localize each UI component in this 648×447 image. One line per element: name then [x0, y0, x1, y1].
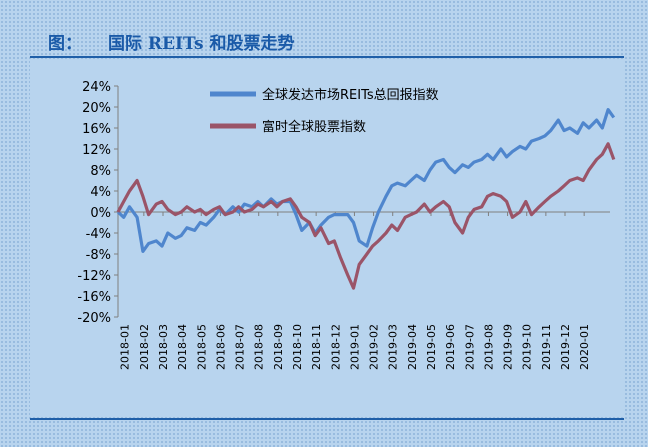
y-tick-label: 12%: [82, 143, 111, 158]
x-tick-label: 2018-01: [119, 324, 132, 370]
figure-title: 国际 REITs 和股票走势: [108, 33, 295, 54]
legend-label-stocks: 富时全球股票指数: [262, 119, 366, 135]
x-tick-label: 2018-03: [157, 324, 170, 370]
figure-title-bar: 图： 国际 REITs 和股票走势: [30, 26, 624, 58]
bottom-rule: [30, 418, 624, 420]
y-tick-label: -12%: [77, 269, 111, 284]
x-tick-label: 2019-12: [559, 324, 572, 370]
y-tick-label: -4%: [86, 227, 111, 242]
axis-layer: 24% 20% 16% 12% 8% 4% 0% -4% -8% -12% -16% -20% 2018…: [77, 80, 610, 370]
x-tick-label: 2019-03: [387, 324, 400, 370]
y-tick-label: 20%: [82, 101, 111, 116]
x-tick-label: 2018-05: [195, 324, 208, 370]
series-line-reits: [116, 108, 616, 253]
x-tick-label: 2019-07: [463, 324, 476, 370]
x-tick-label: 2019-11: [540, 324, 553, 370]
x-tick-label: 2018-12: [329, 324, 342, 370]
line-chart: 24% 20% 16% 12% 8% 4% 0% -4% -8% -12% -16% -20% 2018…: [77, 80, 616, 370]
y-tick-label: 0%: [90, 206, 111, 221]
y-tick-label: 4%: [90, 185, 111, 200]
series-line-stocks: [116, 142, 616, 290]
x-tick-label: 2018-02: [138, 324, 151, 370]
y-tick-label: 24%: [82, 80, 111, 95]
x-tick-label: 2018-09: [272, 324, 285, 370]
x-tick-label: 2019-06: [444, 324, 457, 370]
x-tick-label: 2018-06: [214, 324, 227, 370]
x-tick-label: 2018-10: [291, 324, 304, 370]
legend: 全球发达市场REITs总回报指数 富时全球股票指数: [210, 87, 439, 135]
y-tick-label: 16%: [82, 122, 111, 137]
x-tick-label: 2018-07: [234, 324, 247, 370]
series-layer: [116, 108, 616, 290]
x-tick-label: 2020-01: [578, 324, 591, 370]
y-tick-label: 8%: [90, 164, 111, 179]
plot-panel: 24% 20% 16% 12% 8% 4% 0% -4% -8% -12% -16% -20% 2018…: [30, 60, 624, 416]
x-tick-label: 2018-04: [176, 324, 189, 370]
x-tick-label: 2019-09: [502, 324, 515, 370]
x-tick-label: 2019-01: [348, 324, 361, 370]
x-tick-label: 2018-11: [310, 324, 323, 370]
x-tick-label: 2019-02: [368, 324, 381, 370]
x-tick-label: 2019-08: [482, 324, 495, 370]
y-tick-label: -16%: [77, 290, 111, 305]
y-tick-label: -8%: [86, 248, 111, 263]
x-tick-label: 2019-05: [425, 324, 438, 370]
x-tick-label: 2019-04: [406, 324, 419, 370]
legend-label-reits: 全球发达市场REITs总回报指数: [262, 87, 439, 103]
x-tick-label: 2019-10: [521, 324, 534, 370]
x-tick-label: 2018-08: [253, 324, 266, 370]
y-tick-label: -20%: [77, 311, 111, 326]
figure-label: 图：: [48, 33, 82, 54]
